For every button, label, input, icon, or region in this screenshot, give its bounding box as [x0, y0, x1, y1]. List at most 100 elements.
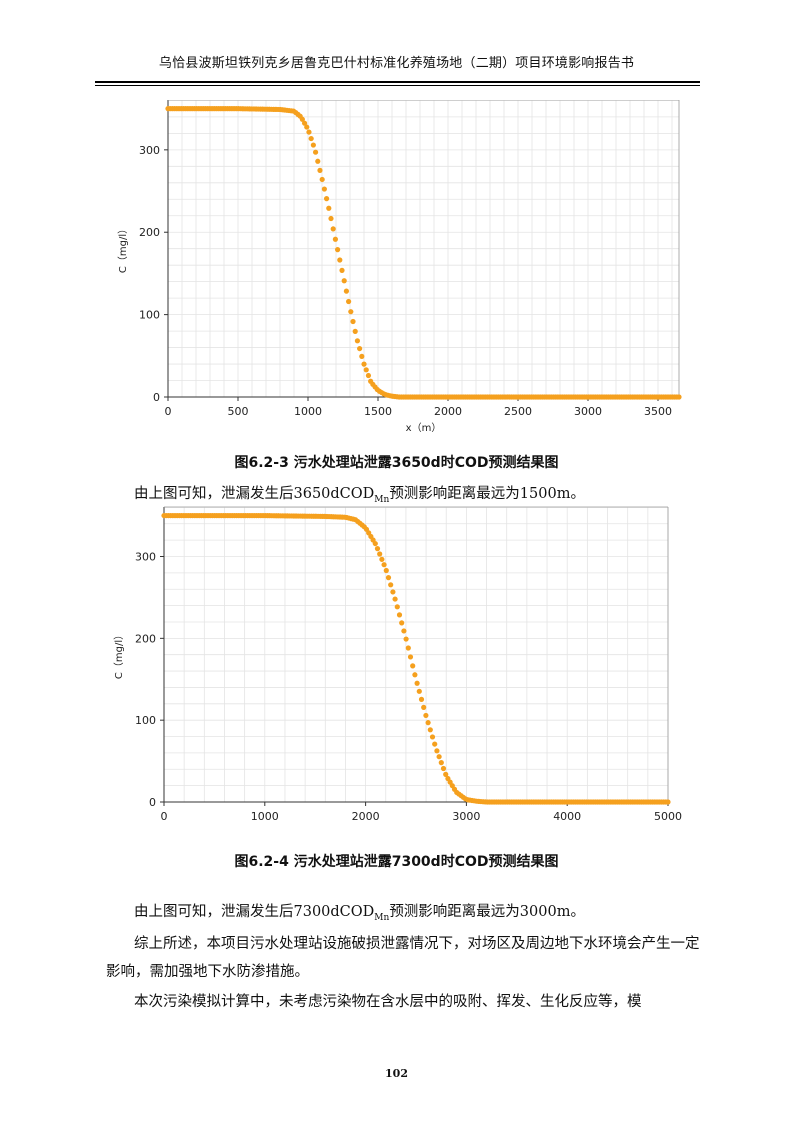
data-point: [383, 567, 389, 574]
data-point: [326, 205, 332, 211]
y-axis-title: C（mg/l）: [117, 224, 129, 273]
chart-cod-7300d: 0 1000 2000 3000 4000 5000 0 100 200 300 C（mg/l）: [113, 506, 682, 823]
data-point: [407, 654, 414, 660]
x-tick-label: 1000: [251, 810, 279, 823]
data-point: [418, 696, 425, 702]
figure2-conclusion: 由上图可知，泄漏发生后7300dCODMn预测影响距离最远为3000m。: [106, 902, 706, 928]
header-rule-thin: [95, 85, 700, 86]
data-point: [440, 765, 447, 772]
data-point: [676, 394, 682, 400]
data-point: [405, 645, 411, 651]
data-point: [357, 345, 363, 352]
data-point: [330, 226, 336, 232]
data-point: [312, 149, 319, 155]
data-point: [392, 596, 398, 602]
data-point: [359, 353, 365, 359]
y-tick-label: 200: [135, 632, 156, 645]
x-tick-label: 2500: [504, 405, 532, 418]
data-point: [412, 672, 418, 678]
x-tick-label: 500: [228, 405, 249, 418]
data-point: [334, 247, 341, 253]
data-point: [301, 120, 308, 126]
data-point: [436, 754, 442, 760]
x-tick-label: 4000: [553, 810, 581, 823]
data-point: [403, 636, 409, 642]
x-tick-label: 1500: [364, 405, 392, 418]
summary-paragraph: 综上所述，本项目污水处理站设施破损泄露情况下，对场区及周边地下水环境会产生一定影…: [106, 936, 700, 980]
data-point: [434, 748, 440, 754]
data-point: [443, 771, 449, 777]
data-point: [423, 712, 429, 719]
data-point: [399, 620, 405, 626]
data-point: [306, 129, 312, 135]
y-tick-label: 100: [135, 714, 156, 727]
data-point: [363, 367, 369, 373]
data-point: [319, 176, 325, 183]
x-axis-title: x（m）: [406, 422, 442, 434]
data-series: [161, 512, 671, 805]
x-tick-label: 0: [165, 405, 172, 418]
data-point: [385, 575, 392, 581]
y-tick-label: 100: [139, 309, 160, 322]
data-point: [365, 372, 372, 379]
figure-caption-3650d: 图6.2-3 污水处理站泄露3650d时COD预测结果图: [234, 455, 559, 471]
data-point: [401, 628, 407, 634]
data-point: [394, 604, 400, 610]
data-point: [304, 124, 310, 130]
running-header: 乌恰县波斯坦铁列克乡居鲁克巴什村标准化养殖场地（二期）项目环境影响报告书: [158, 56, 635, 71]
figure2-conclusion-subscript: Mn: [374, 912, 390, 923]
figure1-conclusion-text: 由上图可知，泄漏发生后3650dCOD: [134, 486, 375, 502]
data-point: [377, 551, 383, 557]
data-point: [381, 562, 387, 568]
data-point: [317, 167, 323, 173]
data-point: [308, 135, 314, 142]
data-point: [374, 546, 381, 552]
data-point: [337, 257, 343, 263]
data-point: [665, 799, 671, 805]
data-point: [352, 328, 358, 334]
data-point: [427, 727, 433, 733]
data-point: [432, 741, 438, 747]
data-point: [350, 318, 356, 325]
data-point: [310, 142, 316, 148]
data-point: [410, 663, 416, 669]
y-tick-label: 0: [149, 796, 156, 809]
data-point: [299, 116, 305, 122]
chart-cod-3650d: 0 500 1000 1500 2000 2500 3000 3500 0 100 200 300 C（…: [117, 100, 682, 434]
data-point: [321, 186, 327, 192]
data-point: [339, 267, 345, 273]
figure2-conclusion-text: 由上图可知，泄漏发生后7300dCOD: [134, 904, 375, 920]
y-axis-title: C（mg/l）: [113, 630, 125, 679]
figure2-conclusion-tail: 预测影响距离最远为3000m。: [389, 904, 585, 920]
x-tick-label: 0: [161, 810, 168, 823]
data-point: [390, 589, 396, 595]
x-tick-label: 3000: [574, 405, 602, 418]
data-point: [379, 556, 385, 562]
y-tick-label: 300: [139, 144, 160, 157]
x-tick-label: 1000: [294, 405, 322, 418]
header-rule-thick: [95, 81, 700, 83]
x-tick-label: 3500: [644, 405, 672, 418]
data-point: [343, 288, 350, 294]
x-tick-label: 2000: [434, 405, 462, 418]
data-point: [425, 720, 431, 726]
figure-caption-7300d: 图6.2-4 污水处理站泄露7300d时COD预测结果图: [234, 854, 559, 870]
data-point: [361, 361, 367, 367]
data-point: [396, 612, 403, 618]
x-tick-label: 5000: [654, 810, 682, 823]
data-point: [429, 734, 436, 740]
data-point: [414, 680, 420, 686]
page-number: 102: [385, 1067, 408, 1080]
figure1-conclusion-tail: 预测影响距离最远为1500m。: [389, 486, 585, 502]
x-tick-label: 2000: [352, 810, 380, 823]
x-tick-label: 3000: [452, 810, 480, 823]
y-tick-label: 0: [153, 391, 160, 404]
data-point: [372, 540, 378, 547]
model-note-paragraph: 本次污染模拟计算中，未考虑污染物在含水层中的吸附、挥发、生化反应等，模: [134, 994, 642, 1010]
data-point: [323, 196, 330, 202]
y-tick-label: 300: [135, 551, 156, 564]
data-point: [354, 338, 361, 344]
figure1-conclusion-subscript: Mn: [374, 494, 390, 505]
data-series: [165, 106, 682, 400]
data-point: [421, 704, 427, 710]
